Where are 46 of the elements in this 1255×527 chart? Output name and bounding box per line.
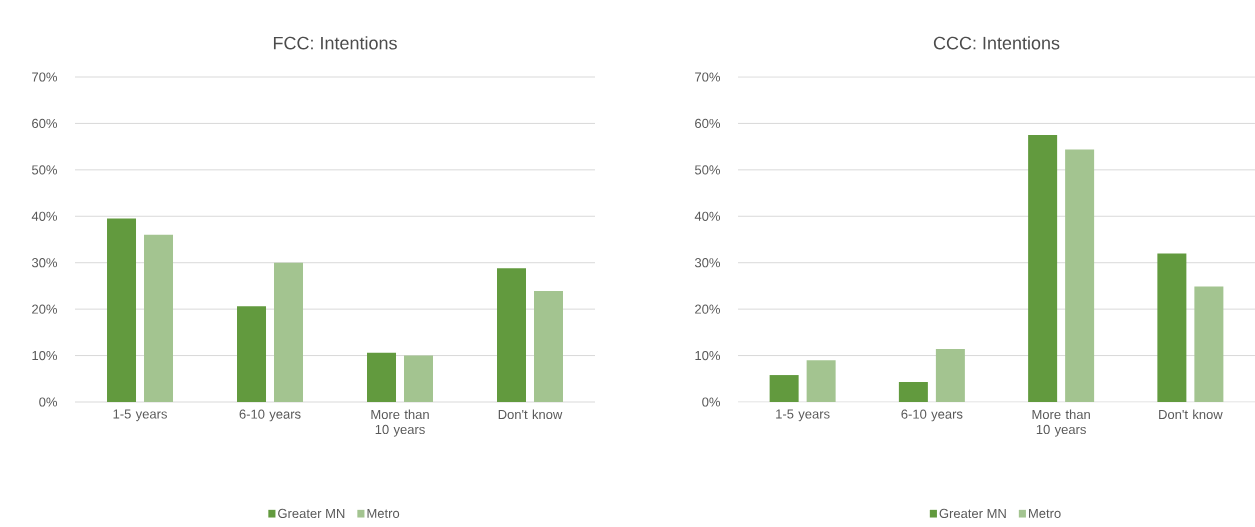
bar [497,268,526,402]
bar [1157,253,1187,402]
bar [806,360,836,402]
bar [1028,135,1058,402]
y-tick-label: 10% [32,350,58,361]
legend-label: Greater MN [278,508,345,519]
y-tick-label: 50% [694,165,721,175]
bar [935,349,965,402]
legend-label: Metro [367,508,400,518]
bar [1065,149,1095,402]
x-tick-label: Don't know [1159,409,1223,420]
bar [107,218,137,402]
y-tick-label: 30% [31,258,58,268]
x-tick-label: More than 10 years [371,409,429,437]
x-tick-label: More than 10 years [1032,409,1090,437]
y-tick-label: 60% [695,118,721,129]
y-tick-label: 20% [695,304,721,314]
y-tick-label: 40% [694,211,721,221]
bar [534,291,563,402]
x-tick-label: 6-10 years [239,409,301,422]
legend-label: Metro [1029,508,1061,518]
chart-title: CCC: Intentions [933,36,1060,50]
bar [769,375,799,402]
x-tick-label: 1-5 years [776,409,830,422]
bar [237,306,267,402]
y-tick-label: 60% [32,118,58,129]
y-tick-label: 70% [32,72,58,82]
bar [898,382,928,402]
x-tick-label: Don't know [498,409,563,420]
y-tick-label: 20% [32,304,58,314]
x-tick-label: 6-10 years [901,409,963,422]
bar [274,262,304,402]
y-tick-label: 50% [31,165,58,175]
y-tick-label: 30% [694,258,721,268]
y-tick-label: 70% [695,72,721,82]
legend-label: Greater MN [939,508,1006,519]
y-tick-label: 40% [31,211,58,221]
y-tick-label: 0% [39,397,58,407]
bar [1194,286,1224,402]
chart-title: FCC: Intentions [273,36,397,50]
bar [144,234,174,402]
bar [367,352,397,402]
x-tick-label: 1-5 years [113,409,167,422]
y-tick-label: 10% [695,350,721,361]
bar [404,355,434,402]
y-tick-label: 0% [702,397,721,407]
